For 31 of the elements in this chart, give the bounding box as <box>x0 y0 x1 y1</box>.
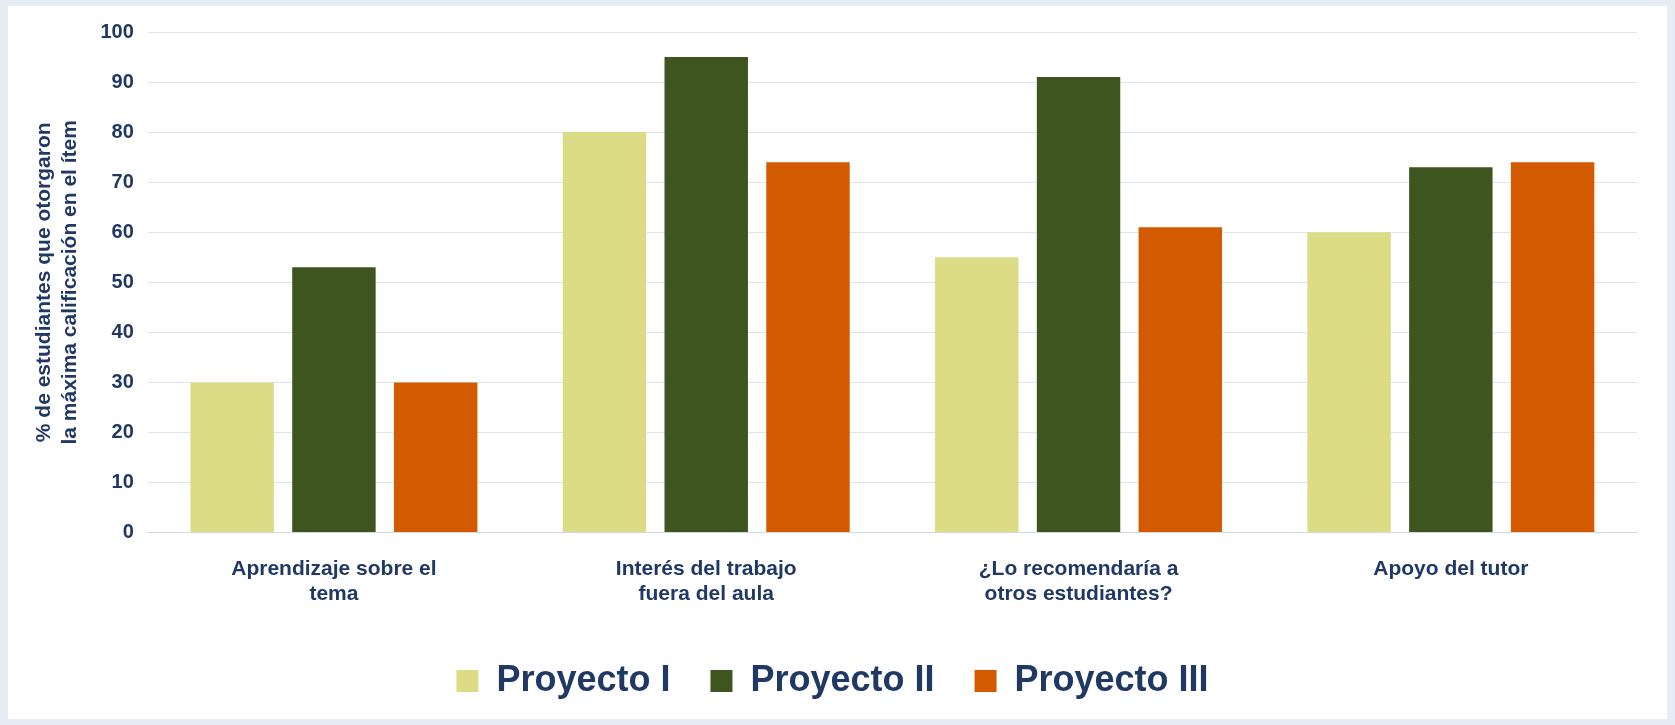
bar <box>393 382 478 533</box>
bar <box>190 382 274 533</box>
y-axis-title: % de estudiantes que otorgaron la máxima calificación en el ítem <box>31 120 80 445</box>
bar <box>664 57 748 533</box>
bar <box>1409 167 1493 533</box>
y-tick-label: 10 <box>111 470 134 493</box>
bar <box>1138 227 1223 533</box>
x-tick-label: ¿Lo recomendaría a otros estudiantes? <box>978 556 1179 605</box>
legend-label: Proyecto I <box>496 657 671 699</box>
legend-label: Proyecto II <box>750 657 935 699</box>
bar <box>766 162 850 533</box>
y-tick-label: 40 <box>111 319 134 342</box>
y-tick-label: 20 <box>111 420 134 442</box>
y-tick-label: 30 <box>111 369 134 392</box>
x-tick-label: Aprendizaje sobre el tema <box>231 556 437 605</box>
bar <box>1510 162 1595 533</box>
y-tick-label: 0 <box>122 520 134 543</box>
bar <box>1307 232 1391 533</box>
bar <box>292 267 376 533</box>
y-tick-label: 100 <box>100 19 134 42</box>
y-tick-label: 60 <box>111 219 134 242</box>
y-tick-label: 70 <box>111 169 134 192</box>
y-tick-label: 80 <box>111 119 134 142</box>
y-tick-label: 90 <box>111 69 134 92</box>
legend-label: Proyecto III <box>1014 657 1209 699</box>
bar <box>935 257 1019 533</box>
bar <box>1036 77 1121 533</box>
bar <box>562 132 647 533</box>
x-tick-label: Interés del trabajo fuera del aula <box>615 556 797 605</box>
x-tick-label: Apoyo del tutor <box>1373 556 1529 579</box>
y-tick-label: 50 <box>111 269 134 292</box>
